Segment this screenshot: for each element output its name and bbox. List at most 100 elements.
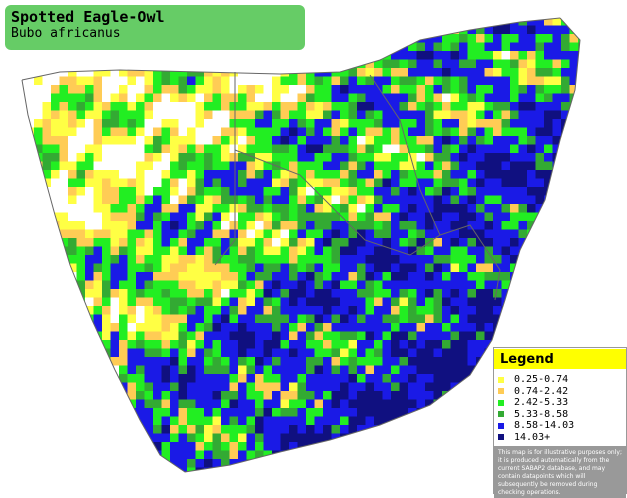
grid-cell xyxy=(136,476,145,485)
grid-cell xyxy=(331,442,340,451)
grid-cell xyxy=(399,212,408,221)
grid-cell xyxy=(136,442,145,451)
grid-cell xyxy=(416,323,425,332)
grid-cell xyxy=(459,229,468,238)
grid-cell xyxy=(229,331,238,340)
grid-cell xyxy=(340,119,349,128)
grid-cell xyxy=(25,314,34,323)
grid-cell xyxy=(127,246,136,255)
grid-cell xyxy=(280,263,289,272)
grid-cell xyxy=(22,433,26,442)
grid-cell xyxy=(314,119,323,128)
grid-cell xyxy=(433,221,442,230)
grid-cell xyxy=(323,51,332,60)
grid-cell xyxy=(110,382,119,391)
grid-cell xyxy=(42,467,51,472)
grid-cell xyxy=(518,272,527,281)
grid-cell xyxy=(25,433,34,442)
grid-cell xyxy=(144,408,153,417)
grid-cell xyxy=(272,110,281,119)
grid-cell xyxy=(306,374,315,383)
grid-cell xyxy=(425,42,434,51)
grid-cell xyxy=(561,102,570,111)
grid-cell xyxy=(280,433,289,442)
grid-cell xyxy=(272,280,281,289)
grid-cell xyxy=(187,255,196,264)
grid-cell xyxy=(459,382,468,391)
grid-cell xyxy=(340,272,349,281)
grid-cell xyxy=(119,187,128,196)
grid-cell xyxy=(365,127,374,136)
grid-cell xyxy=(425,357,434,366)
grid-cell xyxy=(170,178,179,187)
grid-cell xyxy=(323,289,332,298)
grid-cell xyxy=(314,382,323,391)
grid-cell xyxy=(187,136,196,145)
grid-cell xyxy=(382,170,391,179)
grid-cell xyxy=(212,195,221,204)
grid-cell xyxy=(212,153,221,162)
grid-cell xyxy=(111,476,120,485)
grid-cell xyxy=(68,221,77,230)
grid-cell xyxy=(535,229,544,238)
grid-cell xyxy=(59,450,68,459)
grid-cell xyxy=(493,51,502,60)
grid-cell xyxy=(263,229,272,238)
grid-cell xyxy=(569,18,578,26)
grid-cell xyxy=(34,170,43,179)
grid-cell xyxy=(433,357,442,366)
grid-cell xyxy=(221,263,230,272)
grid-cell xyxy=(493,246,502,255)
grid-cell xyxy=(221,204,230,213)
grid-cell xyxy=(272,246,281,255)
grid-cell xyxy=(144,467,153,472)
grid-cell xyxy=(85,425,94,434)
grid-cell xyxy=(417,9,426,18)
grid-cell xyxy=(544,246,553,255)
grid-cell xyxy=(212,238,221,247)
grid-cell xyxy=(314,272,323,281)
grid-cell xyxy=(484,450,493,459)
grid-cell xyxy=(204,365,213,374)
grid-cell xyxy=(127,467,136,472)
grid-cell xyxy=(144,442,153,451)
grid-cell xyxy=(162,476,171,485)
grid-cell xyxy=(433,399,442,408)
grid-cell xyxy=(510,221,519,230)
grid-cell xyxy=(331,331,340,340)
grid-cell xyxy=(93,119,102,128)
grid-cell xyxy=(374,195,383,204)
grid-cell xyxy=(85,340,94,349)
grid-cell xyxy=(561,195,570,204)
grid-cell xyxy=(314,178,323,187)
grid-cell xyxy=(144,297,153,306)
grid-cell xyxy=(484,399,493,408)
grid-cell xyxy=(136,229,145,238)
grid-cell xyxy=(587,68,596,77)
grid-cell xyxy=(76,442,85,451)
grid-cell xyxy=(9,417,18,426)
grid-cell xyxy=(467,119,476,128)
grid-cell xyxy=(263,306,272,315)
grid-cell xyxy=(323,263,332,272)
grid-cell xyxy=(246,127,255,136)
grid-cell xyxy=(22,136,26,145)
grid-cell xyxy=(442,348,451,357)
grid-cell xyxy=(578,76,580,85)
grid-cell xyxy=(442,459,451,468)
grid-cell xyxy=(365,357,374,366)
grid-cell xyxy=(323,450,332,459)
grid-cell xyxy=(442,357,451,366)
grid-cell xyxy=(238,238,247,247)
grid-cell xyxy=(535,18,544,26)
grid-cell xyxy=(93,187,102,196)
grid-cell xyxy=(450,195,459,204)
grid-cell xyxy=(306,42,315,51)
grid-cell xyxy=(331,255,340,264)
grid-cell xyxy=(59,382,68,391)
grid-cell xyxy=(450,374,459,383)
grid-cell xyxy=(0,459,9,468)
grid-cell xyxy=(365,374,374,383)
grid-cell xyxy=(93,433,102,442)
grid-cell xyxy=(510,187,519,196)
